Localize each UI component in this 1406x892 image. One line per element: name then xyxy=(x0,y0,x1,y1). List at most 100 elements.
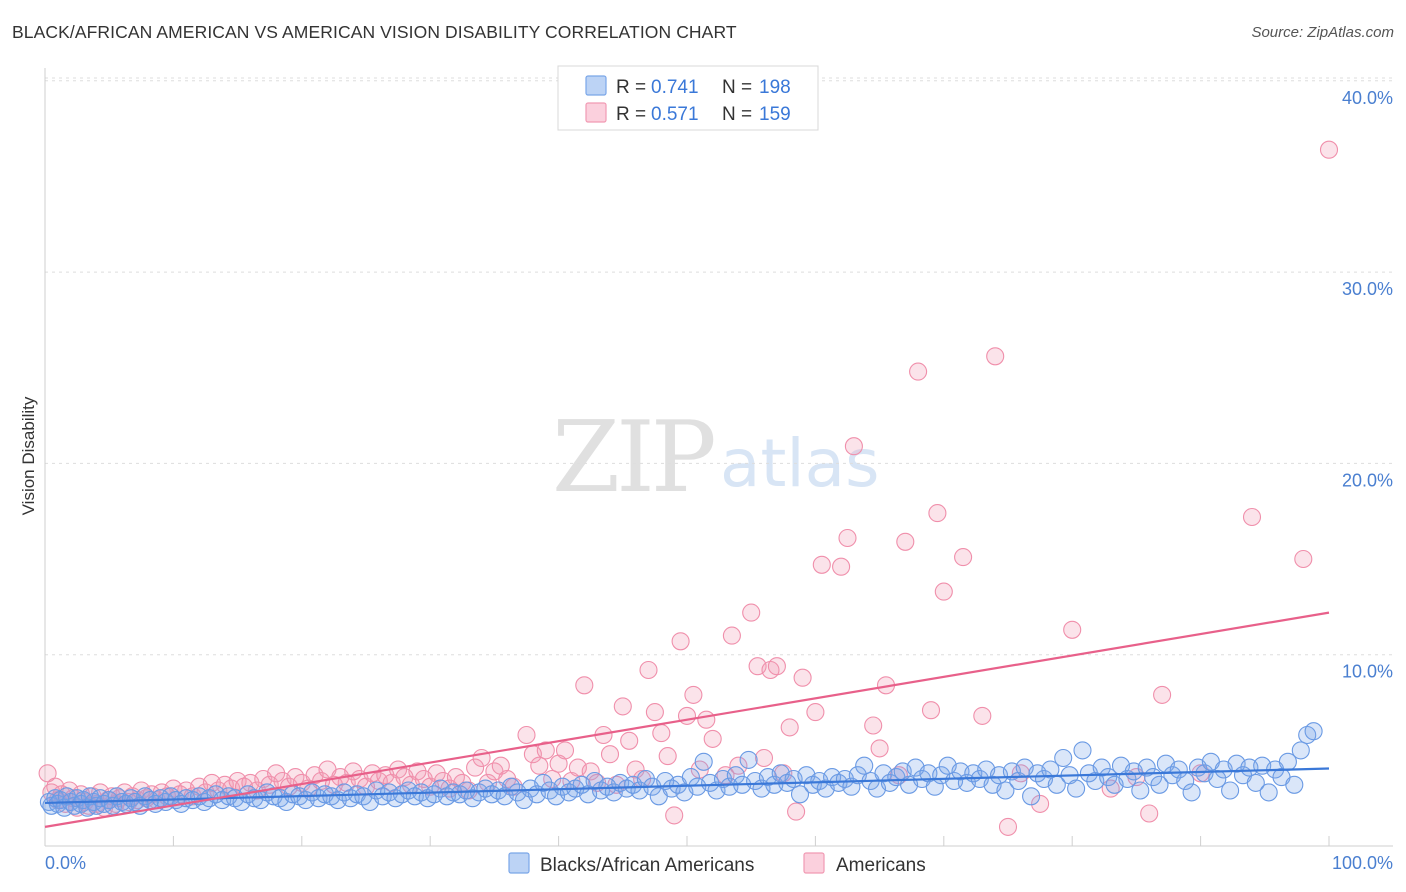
point-americans xyxy=(780,718,799,737)
point-americans xyxy=(665,806,684,825)
legend-swatch-blacks xyxy=(585,75,607,96)
bottom-legend-swatch-blacks xyxy=(508,852,530,874)
y-axis-label: Vision Disability xyxy=(19,396,38,515)
point-blacks xyxy=(996,781,1015,800)
point-americans xyxy=(613,697,632,716)
point-americans xyxy=(806,703,825,722)
series-legend: Blacks/African Americans Americans xyxy=(508,852,926,876)
legend-r-label-blacks: R = xyxy=(616,77,646,98)
watermark-zip: ZIP xyxy=(552,401,714,515)
point-americans xyxy=(722,626,741,645)
point-americans xyxy=(600,745,620,764)
point-blacks xyxy=(1150,775,1169,794)
y-tick-label-40: 40.0% xyxy=(1342,88,1393,108)
point-blacks xyxy=(694,752,713,771)
point-americans xyxy=(787,802,806,821)
correlation-legend: R = 0.741 N = 198 R = 0.571 N = 159 xyxy=(557,65,819,131)
x-axis-ticks xyxy=(44,836,1330,846)
y-tick-labels: 10.0% 20.0% 30.0% 40.0% xyxy=(1342,88,1393,682)
trend-line-blacks xyxy=(44,767,1330,805)
point-americans xyxy=(575,676,594,695)
point-blacks xyxy=(1054,748,1073,768)
y-tick-label-10: 10.0% xyxy=(1342,662,1393,682)
point-americans xyxy=(934,582,953,601)
legend-r-label-americans: R = xyxy=(616,104,646,125)
point-americans xyxy=(986,347,1005,366)
y-tick-label-30: 30.0% xyxy=(1342,279,1393,299)
point-americans xyxy=(921,701,941,720)
point-americans xyxy=(954,548,973,567)
point-blacks xyxy=(739,750,758,769)
bottom-legend-label-americans: Americans xyxy=(836,855,926,876)
point-blacks xyxy=(1092,758,1111,777)
point-americans xyxy=(466,758,485,777)
trend-lines xyxy=(44,611,1330,828)
point-americans xyxy=(684,685,703,704)
point-americans xyxy=(812,555,831,574)
point-blacks xyxy=(1285,775,1304,794)
point-blacks xyxy=(1221,781,1240,800)
bottom-legend-label-blacks: Blacks/African Americans xyxy=(540,855,754,876)
point-americans xyxy=(928,504,947,523)
trend-line-americans xyxy=(44,611,1330,828)
point-americans xyxy=(581,762,600,781)
point-blacks xyxy=(1073,741,1092,760)
point-americans xyxy=(703,729,722,748)
point-americans xyxy=(832,557,851,576)
point-americans xyxy=(671,632,690,651)
point-americans xyxy=(408,762,427,781)
legend-n-value-blacks: 198 xyxy=(759,77,791,98)
point-americans xyxy=(555,741,575,760)
watermark-atlas: atlas xyxy=(720,425,880,502)
point-americans xyxy=(652,724,671,743)
legend-r-value-americans: 0.571 xyxy=(651,104,699,125)
point-americans xyxy=(1140,804,1159,823)
point-blacks xyxy=(790,785,810,804)
point-americans xyxy=(909,362,928,381)
point-americans xyxy=(536,741,555,760)
point-americans xyxy=(38,764,57,783)
legend-r-value-blacks: 0.741 xyxy=(651,77,699,98)
point-blacks xyxy=(1131,781,1150,800)
point-blacks xyxy=(1137,758,1156,777)
point-americans xyxy=(620,731,639,750)
point-americans xyxy=(1319,140,1339,159)
point-blacks xyxy=(855,756,874,775)
point-americans xyxy=(639,660,658,680)
point-americans xyxy=(1294,549,1313,569)
point-blacks xyxy=(1259,783,1278,802)
point-americans xyxy=(870,739,889,758)
legend-n-label-americans: N = xyxy=(722,104,752,125)
x-tick-label-min: 0.0% xyxy=(45,853,86,873)
point-americans xyxy=(1063,620,1082,639)
point-blacks xyxy=(1246,773,1265,792)
point-americans xyxy=(754,748,774,768)
point-americans xyxy=(697,710,716,729)
source-credit: Source: ZipAtlas.com xyxy=(1251,24,1394,41)
point-americans xyxy=(896,532,915,551)
y-tick-label-20: 20.0% xyxy=(1342,470,1393,490)
point-blacks xyxy=(534,773,553,792)
point-americans xyxy=(998,817,1018,836)
point-americans xyxy=(844,437,863,456)
legend-swatch-americans xyxy=(585,102,607,123)
point-americans xyxy=(530,756,549,775)
point-americans xyxy=(543,769,562,789)
chart-title: BLACK/AFRICAN AMERICAN VS AMERICAN VISIO… xyxy=(12,22,737,42)
point-blacks xyxy=(1291,741,1310,760)
bottom-legend-swatch-americans xyxy=(803,852,825,874)
point-blacks xyxy=(1182,783,1201,802)
point-americans xyxy=(973,706,992,725)
point-americans xyxy=(645,703,664,722)
point-americans xyxy=(864,716,883,735)
point-blacks xyxy=(1304,722,1323,741)
point-americans xyxy=(742,603,761,622)
point-americans xyxy=(1242,507,1262,527)
point-americans xyxy=(517,725,536,745)
point-americans xyxy=(1153,685,1172,704)
point-americans xyxy=(767,657,786,676)
legend-n-label-blacks: N = xyxy=(722,77,752,98)
x-tick-label-max: 100.0% xyxy=(1332,853,1393,873)
grid-lines xyxy=(45,77,1393,656)
